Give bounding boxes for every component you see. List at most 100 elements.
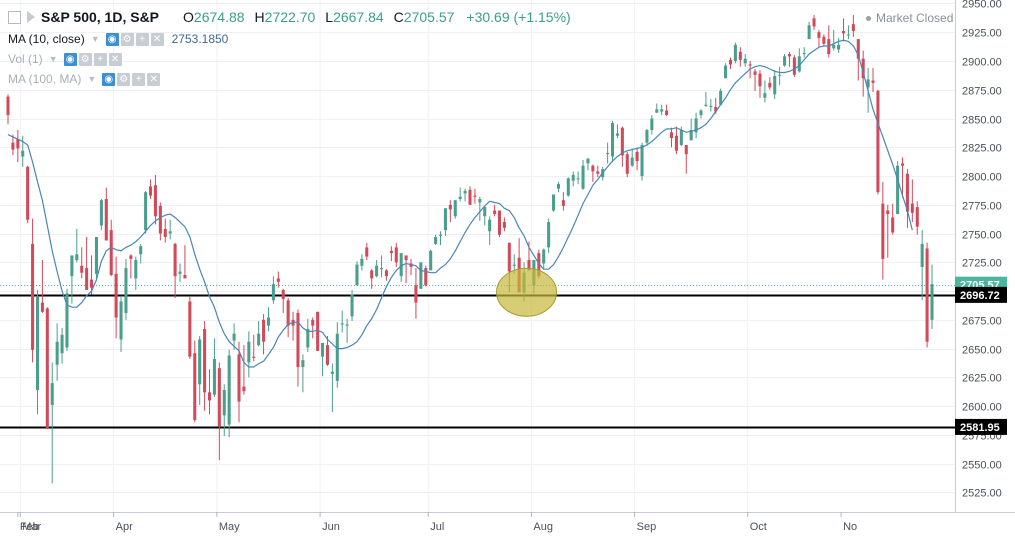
x-tick-label: Sep bbox=[637, 521, 657, 533]
candle-body bbox=[493, 210, 497, 215]
candle-body bbox=[448, 204, 452, 210]
candle-body bbox=[556, 184, 560, 189]
eye-icon[interactable]: ◉ bbox=[105, 32, 119, 46]
candle-body bbox=[650, 118, 654, 131]
close-icon[interactable]: ✕ bbox=[108, 52, 122, 66]
candle-body bbox=[576, 178, 580, 180]
candle-body bbox=[915, 207, 919, 227]
candle-body bbox=[488, 219, 492, 232]
plus-icon[interactable]: + bbox=[93, 52, 107, 66]
candle-body bbox=[900, 163, 905, 166]
candle-body bbox=[438, 234, 443, 236]
candle-body bbox=[842, 31, 846, 34]
chevron-down-icon[interactable]: ▼ bbox=[48, 54, 58, 64]
candle-body bbox=[581, 165, 585, 189]
x-tick-label: Feb bbox=[20, 521, 39, 533]
highlight-group bbox=[496, 267, 558, 317]
symbol-title[interactable]: S&P 500, 1D, S&P bbox=[41, 9, 160, 25]
candle-body bbox=[689, 130, 693, 141]
candle-body bbox=[311, 319, 315, 326]
close-label: C bbox=[393, 9, 404, 25]
candle-body bbox=[822, 36, 826, 44]
settings-icon[interactable]: ⚙ bbox=[120, 32, 134, 46]
candle-body bbox=[129, 255, 133, 259]
x-tick-label: Jun bbox=[322, 521, 340, 533]
open-label: O bbox=[183, 9, 194, 25]
candle-body bbox=[837, 44, 841, 50]
candle-body bbox=[886, 210, 890, 215]
close-icon[interactable]: ✕ bbox=[150, 32, 164, 46]
ma-line bbox=[7, 39, 913, 368]
candle-body bbox=[65, 293, 69, 348]
candle-body bbox=[301, 360, 305, 368]
candle-body bbox=[237, 354, 241, 402]
candle-body bbox=[640, 144, 644, 177]
candle-body bbox=[502, 222, 506, 228]
close-icon[interactable]: ✕ bbox=[147, 72, 161, 86]
candle-body bbox=[26, 166, 30, 220]
candle-body bbox=[370, 270, 374, 279]
candle-body bbox=[163, 228, 167, 238]
chevron-down-icon[interactable]: ▼ bbox=[87, 74, 97, 84]
candle-body bbox=[124, 268, 128, 313]
candle-body bbox=[856, 39, 860, 59]
indicator-label[interactable]: MA (10, close) bbox=[8, 32, 85, 46]
collapse-legend-icon[interactable] bbox=[8, 10, 21, 24]
candle-body bbox=[463, 190, 467, 194]
candle-body bbox=[733, 44, 737, 61]
candle-body bbox=[468, 189, 472, 205]
candle-body bbox=[778, 74, 782, 76]
high-value: 2722.70 bbox=[264, 9, 316, 25]
y-tick-label: 2950.00 bbox=[962, 0, 1002, 11]
candle-body bbox=[473, 195, 477, 197]
flag-icon[interactable] bbox=[27, 11, 35, 23]
candle-body bbox=[335, 333, 339, 381]
price-label-text: 2696.72 bbox=[960, 290, 1000, 302]
candle-body bbox=[207, 392, 212, 401]
high-label: H bbox=[254, 9, 265, 25]
candle-body bbox=[94, 237, 98, 274]
plus-icon[interactable]: + bbox=[132, 72, 146, 86]
candle-body bbox=[257, 333, 261, 346]
y-tick-label: 2725.00 bbox=[962, 258, 1002, 270]
indicator-row-ma100[interactable]: MA (100, MA) ▼ ◉ ⚙ + ✕ bbox=[8, 72, 162, 86]
candle-body bbox=[665, 110, 669, 116]
candle-body bbox=[507, 242, 511, 272]
y-tick-label: 2825.00 bbox=[962, 143, 1002, 155]
candle-body bbox=[871, 80, 875, 83]
ma-line-group bbox=[7, 39, 913, 368]
eye-icon[interactable]: ◉ bbox=[102, 72, 116, 86]
indicator-row-vol[interactable]: Vol (1) ▼ ◉ ⚙ + ✕ bbox=[8, 52, 124, 66]
candle-body bbox=[542, 249, 546, 264]
settings-icon[interactable]: ⚙ bbox=[78, 52, 92, 66]
indicator-label[interactable]: Vol (1) bbox=[8, 52, 43, 66]
candle-body bbox=[561, 200, 565, 206]
candle-body bbox=[669, 132, 674, 139]
candle-body bbox=[178, 271, 182, 274]
candle-body bbox=[252, 356, 256, 358]
candle-body bbox=[21, 150, 25, 157]
indicator-row-ma10[interactable]: MA (10, close) ▼ ◉ ⚙ + ✕ 2753.1850 bbox=[8, 32, 228, 46]
chevron-down-icon[interactable]: ▼ bbox=[90, 34, 100, 44]
highlight-ellipse[interactable] bbox=[496, 267, 558, 317]
candle-body bbox=[861, 58, 865, 79]
candle-body bbox=[758, 73, 762, 87]
candle-body bbox=[792, 57, 796, 75]
eye-icon[interactable]: ◉ bbox=[63, 52, 77, 66]
candle-body bbox=[797, 56, 801, 72]
candle-body bbox=[866, 79, 870, 88]
indicator-label[interactable]: MA (100, MA) bbox=[8, 72, 82, 86]
candle-body bbox=[375, 265, 379, 277]
settings-icon[interactable]: ⚙ bbox=[117, 72, 131, 86]
candle-body bbox=[443, 208, 447, 231]
candle-body bbox=[85, 268, 89, 290]
candle-body bbox=[832, 44, 836, 49]
candle-body bbox=[591, 165, 595, 172]
candle-body bbox=[783, 56, 787, 66]
price-axis[interactable]: 2950.00 2925.00 2900.00 2875.00 2850.00 2825.… bbox=[962, 0, 1002, 500]
candle-body bbox=[768, 82, 772, 88]
candle-body bbox=[31, 243, 35, 350]
plus-icon[interactable]: + bbox=[135, 32, 149, 46]
